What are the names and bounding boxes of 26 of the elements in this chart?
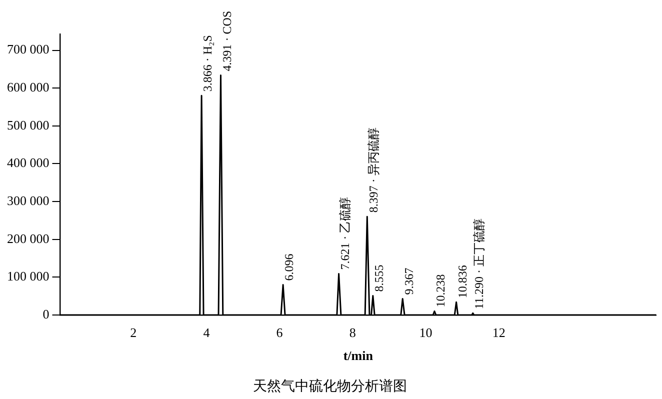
annotation: 11.290 · 正丁硫醇 <box>472 218 486 310</box>
annotation: 6.096 <box>282 254 296 281</box>
x-tick-label: 12 <box>492 325 506 340</box>
annotation: 4.391 · COS <box>220 10 234 72</box>
y-tick-label: 600 000 <box>7 80 50 95</box>
annotation: 10.238 <box>434 274 448 308</box>
x-axis-title: t/min <box>343 348 374 363</box>
annotation: 7.621 · 乙硫醇 <box>338 196 352 270</box>
x-tick-label: 6 <box>276 325 284 340</box>
x-tick-label: 8 <box>349 325 356 340</box>
y-tick-label: 700 000 <box>7 42 50 57</box>
annotation: 8.555 <box>372 264 386 292</box>
y-tick-label: 400 000 <box>7 155 50 170</box>
y-tick-label: 0 <box>42 306 50 322</box>
y-tick-label: 300 000 <box>7 192 50 208</box>
x-tick-label: 2 <box>130 325 137 340</box>
annotation: 10.836 <box>455 265 470 298</box>
y-tick-label: 500 000 <box>7 117 50 132</box>
annotation: 3.866 · H₂S <box>200 35 215 92</box>
x-tick-label: 10 <box>419 325 432 340</box>
y-tick-label: 100 000 <box>7 268 50 284</box>
y-tick-label: 200 000 <box>7 230 50 246</box>
x-tick-label: 4 <box>203 325 210 340</box>
annotation: 8.397 · 异丙硫醇 <box>366 128 380 213</box>
annotation: 9.367 <box>402 268 416 295</box>
text: 天然气中硫化物分析谱图 <box>253 378 407 394</box>
